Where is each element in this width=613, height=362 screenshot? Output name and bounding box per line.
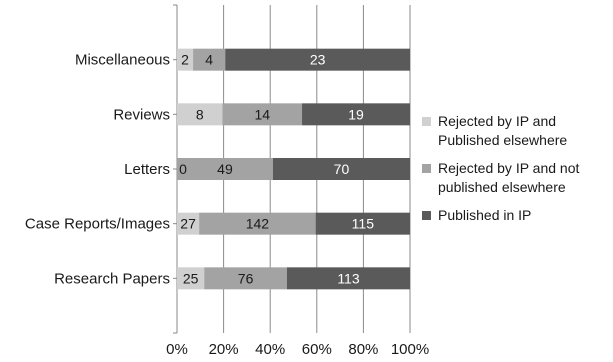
bar-segment xyxy=(272,158,410,180)
data-label: 23 xyxy=(310,52,326,68)
legend-item: Published in IP xyxy=(422,206,612,225)
bar-segment xyxy=(302,103,410,126)
legend-label: Published in IP xyxy=(438,207,532,223)
legend-label: Rejected by IP and Published elsewhere xyxy=(438,113,568,148)
data-label: 70 xyxy=(334,161,350,177)
bars xyxy=(177,48,410,290)
bar-segment xyxy=(177,158,273,180)
data-label: 25 xyxy=(183,270,199,286)
legend-swatch xyxy=(422,117,431,126)
legend-label: Rejected by IP and not published elsewhe… xyxy=(438,160,580,195)
bar-segment xyxy=(177,267,205,290)
data-label: 2 xyxy=(181,52,189,68)
bar-segment xyxy=(222,103,303,126)
x-tick-label: 100% xyxy=(391,341,429,358)
legend: Rejected by IP and Published elsewhere R… xyxy=(422,112,612,234)
bar-segment xyxy=(315,212,410,235)
data-labels: 2 4 23 8 14 19 0 49 70 27 142 115 25 76 113 xyxy=(179,52,374,287)
category-label: Research Papers xyxy=(54,270,170,287)
bar-segment xyxy=(286,267,410,290)
bar-segment xyxy=(204,267,287,290)
bar-segment xyxy=(199,212,316,235)
data-label: 0 xyxy=(179,161,187,177)
category-labels: Miscellaneous Reviews Letters Case Reports/… xyxy=(25,52,170,288)
data-label: 49 xyxy=(217,161,233,177)
x-tick-label: 20% xyxy=(209,341,239,358)
x-tick-labels: 0% 20% 40% 60% 80% 100% xyxy=(166,341,429,358)
x-tick-label: 60% xyxy=(302,341,332,358)
x-tick-label: 40% xyxy=(255,341,285,358)
data-label: 8 xyxy=(196,106,204,122)
x-tick-label: 80% xyxy=(348,341,378,358)
data-label: 27 xyxy=(180,216,196,232)
bar-segment xyxy=(225,48,410,71)
legend-item: Rejected by IP and not published elsewhe… xyxy=(422,159,612,197)
legend-swatch xyxy=(422,164,431,173)
bar-segment xyxy=(177,48,194,71)
data-label: 4 xyxy=(205,52,213,68)
data-label: 115 xyxy=(352,216,375,232)
data-label: 14 xyxy=(254,106,270,122)
x-tick-label: 0% xyxy=(166,341,188,358)
legend-swatch xyxy=(422,211,431,220)
data-label: 76 xyxy=(238,270,254,286)
category-label: Miscellaneous xyxy=(75,52,170,69)
data-label: 113 xyxy=(337,270,360,286)
legend-item: Rejected by IP and Published elsewhere xyxy=(422,112,612,150)
data-label: 19 xyxy=(348,106,364,122)
category-label: Reviews xyxy=(113,106,170,123)
bar-segment xyxy=(177,212,200,235)
category-label: Case Reports/Images xyxy=(25,216,170,233)
bar-segment xyxy=(193,48,226,71)
bar-segment xyxy=(177,103,223,126)
data-label: 142 xyxy=(246,216,270,232)
category-label: Letters xyxy=(124,161,170,178)
